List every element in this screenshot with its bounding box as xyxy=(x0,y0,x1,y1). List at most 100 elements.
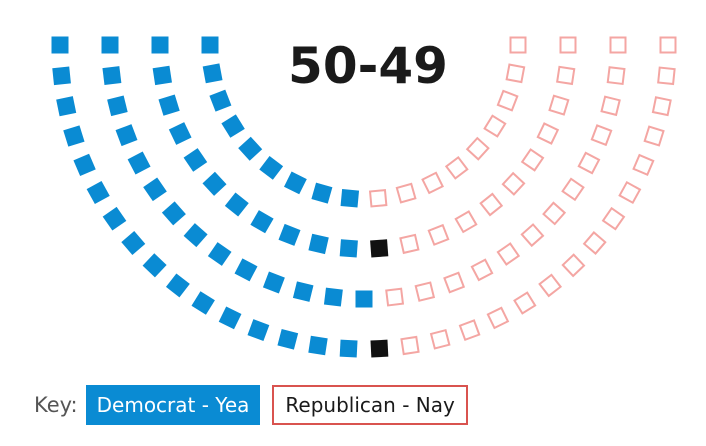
seat-republican-nay xyxy=(444,155,469,180)
seat-republican-nay xyxy=(368,189,388,208)
seat-democrat-yea xyxy=(355,290,373,308)
seat-democrat-yea xyxy=(56,96,77,117)
seat-republican-nay xyxy=(483,114,507,138)
seat-republican-nay xyxy=(395,182,417,204)
seat-democrat-yea xyxy=(308,233,329,255)
seat-republican-nay xyxy=(609,36,627,54)
seat-democrat-yea xyxy=(292,281,314,302)
seat-republican-nay xyxy=(429,328,451,350)
seat-democrat-yea xyxy=(209,89,232,112)
seat-democrat-yea xyxy=(143,177,167,202)
seat-republican-nay xyxy=(601,206,626,231)
seat-republican-nay xyxy=(470,258,494,282)
seat-democrat-yea xyxy=(221,114,245,138)
seat-republican-nay xyxy=(443,271,466,294)
seat-democrat-yea xyxy=(121,231,146,255)
legend-label: Key: xyxy=(34,393,78,417)
seat-democrat-yea xyxy=(308,335,328,356)
seat-democrat-yea xyxy=(339,239,358,258)
seat-democrat-yea xyxy=(311,182,333,204)
seat-republican-nay xyxy=(606,66,626,86)
seat-democrat-yea xyxy=(202,171,227,196)
seat-chart xyxy=(51,36,677,358)
seat-democrat-yea xyxy=(323,287,343,307)
seat-democrat-yea xyxy=(234,258,258,282)
legend-democrat-yea: Democrat - Yea xyxy=(85,385,261,425)
seat-republican-nay xyxy=(509,36,527,54)
seat-republican-nay xyxy=(501,171,526,196)
seat-republican-nay xyxy=(479,192,504,217)
seat-republican-nay xyxy=(465,136,490,161)
legend: Key: Democrat - Yea Republican - Nay xyxy=(34,384,480,426)
seat-republican-nay xyxy=(458,319,481,342)
seat-democrat-yea xyxy=(191,291,215,315)
seat-democrat-yea xyxy=(202,63,223,84)
seat-democrat-yea xyxy=(102,66,122,86)
seat-democrat-yea xyxy=(152,65,172,86)
seat-democrat-yea xyxy=(238,136,263,161)
seat-democrat-yea xyxy=(101,36,119,54)
seat-republican-nay xyxy=(618,180,642,205)
seat-republican-nay xyxy=(548,94,570,116)
seat-other xyxy=(370,239,389,258)
seat-democrat-yea xyxy=(52,66,71,86)
seat-democrat-yea xyxy=(247,319,270,342)
seat-democrat-yea xyxy=(218,306,242,330)
seat-democrat-yea xyxy=(73,153,96,177)
seat-democrat-yea xyxy=(165,273,190,298)
seat-republican-nay xyxy=(657,66,676,86)
seat-democrat-yea xyxy=(161,201,186,226)
seat-republican-nay xyxy=(561,177,585,202)
seat-republican-nay xyxy=(520,223,545,248)
seat-democrat-yea xyxy=(115,124,138,147)
seat-republican-nay xyxy=(427,223,450,246)
seat-republican-nay xyxy=(582,231,607,255)
seat-democrat-yea xyxy=(127,151,151,175)
seat-republican-nay xyxy=(414,281,436,302)
seat-republican-nay xyxy=(542,201,567,226)
seat-democrat-yea xyxy=(284,171,307,195)
seat-democrat-yea xyxy=(250,210,274,234)
seat-republican-nay xyxy=(538,273,563,298)
seat-republican-nay xyxy=(399,233,420,255)
seat-democrat-yea xyxy=(107,95,128,117)
seat-republican-nay xyxy=(651,96,672,117)
seat-republican-nay xyxy=(590,124,613,147)
seat-democrat-yea xyxy=(51,36,69,54)
seat-democrat-yea xyxy=(262,271,285,294)
seat-republican-nay xyxy=(385,287,405,307)
seat-democrat-yea xyxy=(201,36,219,54)
seat-democrat-yea xyxy=(158,94,180,116)
seat-democrat-yea xyxy=(277,328,299,350)
seat-republican-nay xyxy=(400,335,420,356)
seat-democrat-yea xyxy=(86,180,110,205)
seat-republican-nay xyxy=(505,63,526,84)
legend-republican-nay: Republican - Nay xyxy=(272,385,468,425)
seat-democrat-yea xyxy=(151,36,169,54)
seat-republican-nay xyxy=(536,122,560,145)
seat-republican-nay xyxy=(513,291,537,315)
seat-republican-nay xyxy=(559,36,577,54)
seat-democrat-yea xyxy=(183,223,208,248)
seat-democrat-yea xyxy=(63,125,85,147)
seat-democrat-yea xyxy=(340,189,360,208)
seat-republican-nay xyxy=(520,148,545,172)
seat-republican-nay xyxy=(659,36,677,54)
seat-republican-nay xyxy=(421,171,444,195)
seat-republican-nay xyxy=(577,151,601,175)
seat-democrat-yea xyxy=(207,242,232,266)
seat-democrat-yea xyxy=(168,122,192,145)
seat-democrat-yea xyxy=(142,253,167,278)
seat-other xyxy=(370,339,389,358)
seat-democrat-yea xyxy=(224,192,249,217)
seat-republican-nay xyxy=(496,89,519,112)
seat-republican-nay xyxy=(643,125,665,147)
seat-democrat-yea xyxy=(183,148,208,172)
seat-democrat-yea xyxy=(339,339,358,358)
seat-republican-nay xyxy=(454,210,478,234)
seat-republican-nay xyxy=(556,65,576,86)
seat-republican-nay xyxy=(496,242,521,266)
seat-republican-nay xyxy=(486,306,510,330)
seat-democrat-yea xyxy=(102,206,127,231)
